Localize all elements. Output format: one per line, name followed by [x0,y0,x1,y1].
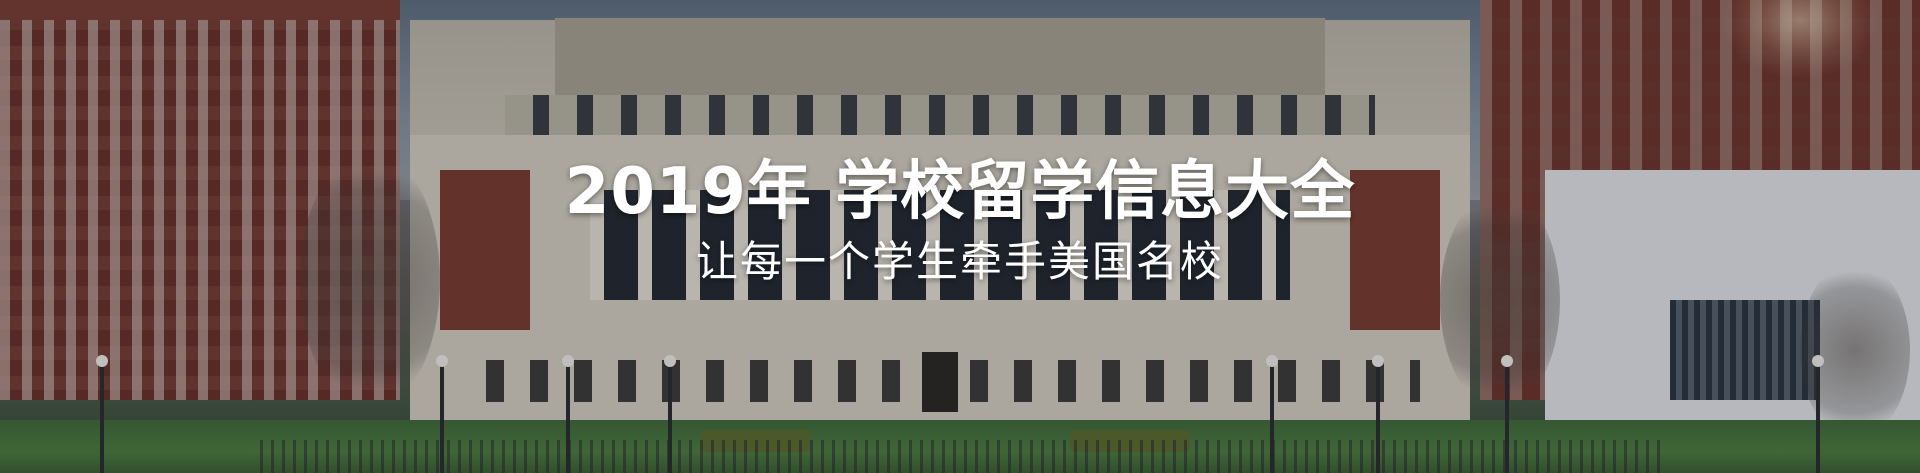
library-brick-panel-left [440,170,530,330]
library-colonnade [590,190,1290,300]
lamp-post [1372,355,1384,473]
library-crown [555,18,1325,102]
library-door [922,352,958,412]
lamp-post [436,355,448,473]
lamp-post [562,355,574,473]
left-building-roofline [0,0,400,20]
banner-title: 2019年 学校留学信息大全 [564,155,1356,229]
lamp-post [1812,355,1824,473]
banner-subtitle: 让每一个学生牵手美国名校 [695,237,1224,286]
people-on-lawn [260,440,1660,473]
library-brick-panel-right [1350,170,1440,330]
glass-facade [1670,300,1820,400]
lamp-post [664,355,676,473]
lamp-post [1266,355,1278,473]
lamp-post [1501,355,1513,473]
lamp-post [96,355,108,473]
tree-right [1440,190,1560,410]
tree-left [300,150,440,410]
sun-flare [1720,0,1880,80]
